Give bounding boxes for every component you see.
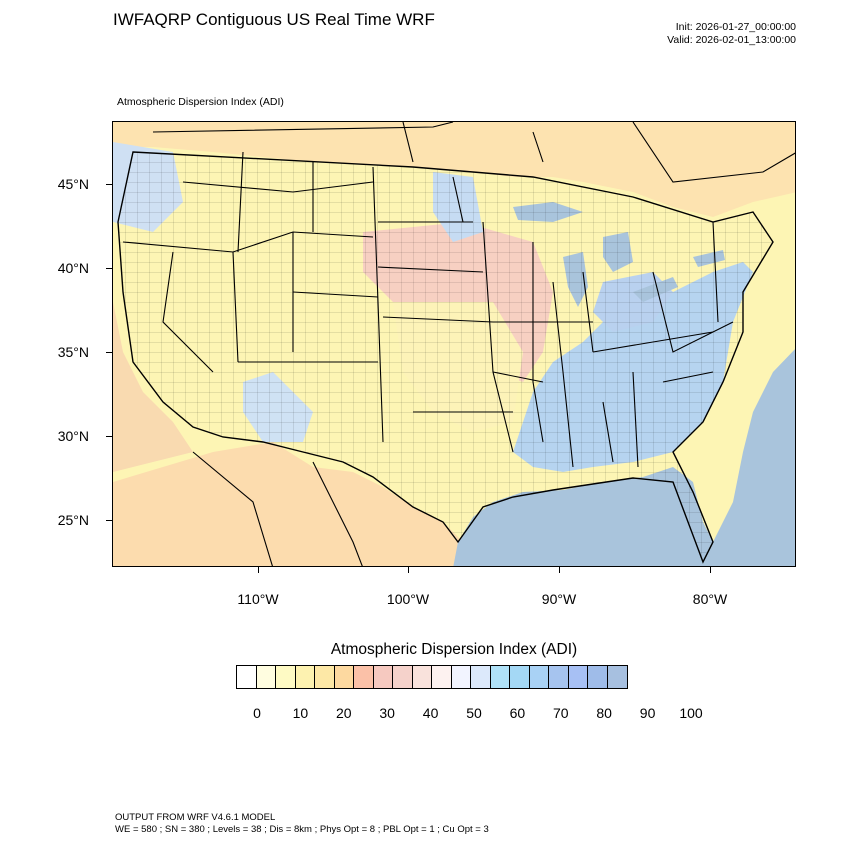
colorbar-label: 50 [466,705,482,721]
lat-label-35n: 35°N [57,344,89,360]
valid-time: Valid: 2026-02-01_13:00:00 [667,34,796,46]
colorbar-box [412,666,432,688]
colorbar-box [549,666,569,688]
county-boundaries [118,152,773,562]
colorbar-label: 30 [379,705,395,721]
colorbar-box [276,666,296,688]
colorbar-label: 80 [596,705,612,721]
colorbar-label: 100 [679,705,703,721]
colorbar-box [451,666,471,688]
colorbar-label: 60 [509,705,526,721]
lon-label-100w: 100°W [386,591,430,607]
pacific-coast [113,302,193,472]
colorbar-label: 0 [253,705,261,721]
colorbar-box [588,666,608,688]
colorbar-box [295,666,315,688]
lat-tick [106,352,112,353]
lon-label-80w: 80°W [692,591,728,607]
canada-region [113,122,795,217]
colorbar-title: Atmospheric Dispersion Index (ADI) [330,641,578,658]
lat-tick [106,520,112,521]
colorbar-box [510,666,530,688]
lon-tick [408,567,409,573]
lat-label-25n: 25°N [57,512,89,528]
colorbar-label: 20 [336,705,352,721]
mexico-region [113,442,463,566]
lat-tick [106,436,112,437]
colorbar-box [432,666,452,688]
adi-map [112,121,796,567]
us-outline [117,151,774,564]
map-svg [113,122,795,566]
lon-tick [559,567,560,573]
lon-tick [258,567,259,573]
colorbar-box [373,666,393,688]
colorbar-box [393,666,413,688]
lat-tick [106,268,112,269]
lat-label-40n: 40°N [57,260,89,276]
colorbar-label: 10 [292,705,309,721]
state-boundaries [122,151,734,468]
colorbar-box [607,666,627,688]
lon-tick [710,567,711,573]
gulf-and-atlantic [453,349,795,566]
colorbar-box [256,666,276,688]
colorbar-box [490,666,510,688]
colorbar-box [237,666,257,688]
lon-label-90w: 90°W [541,591,577,607]
init-time: Init: 2026-01-27_00:00:00 [675,21,796,33]
colorbar-label: 70 [553,705,569,721]
colorbar-box [529,666,549,688]
colorbar-box [471,666,491,688]
colorbar-label: 40 [422,705,439,721]
footer-model: OUTPUT FROM WRF V4.6.1 MODEL [115,812,276,823]
lat-label-45n: 45°N [57,176,89,192]
international-borders [152,122,795,566]
colorbar-box [334,666,354,688]
colorbar-label: 90 [639,705,656,721]
page-title: IWFAQRP Contiguous US Real Time WRF [113,10,435,29]
colorbar-box [315,666,335,688]
colorbar-box [354,666,374,688]
map-subtitle: Atmospheric Dispersion Index (ADI) [117,96,284,108]
lat-tick [106,184,112,185]
footer-config: WE = 580 ; SN = 380 ; Levels = 38 ; Dis … [115,824,489,835]
lat-label-30n: 30°N [57,428,89,444]
colorbar [236,665,628,689]
colorbar-box [568,666,588,688]
lon-label-110w: 110°W [237,591,279,607]
